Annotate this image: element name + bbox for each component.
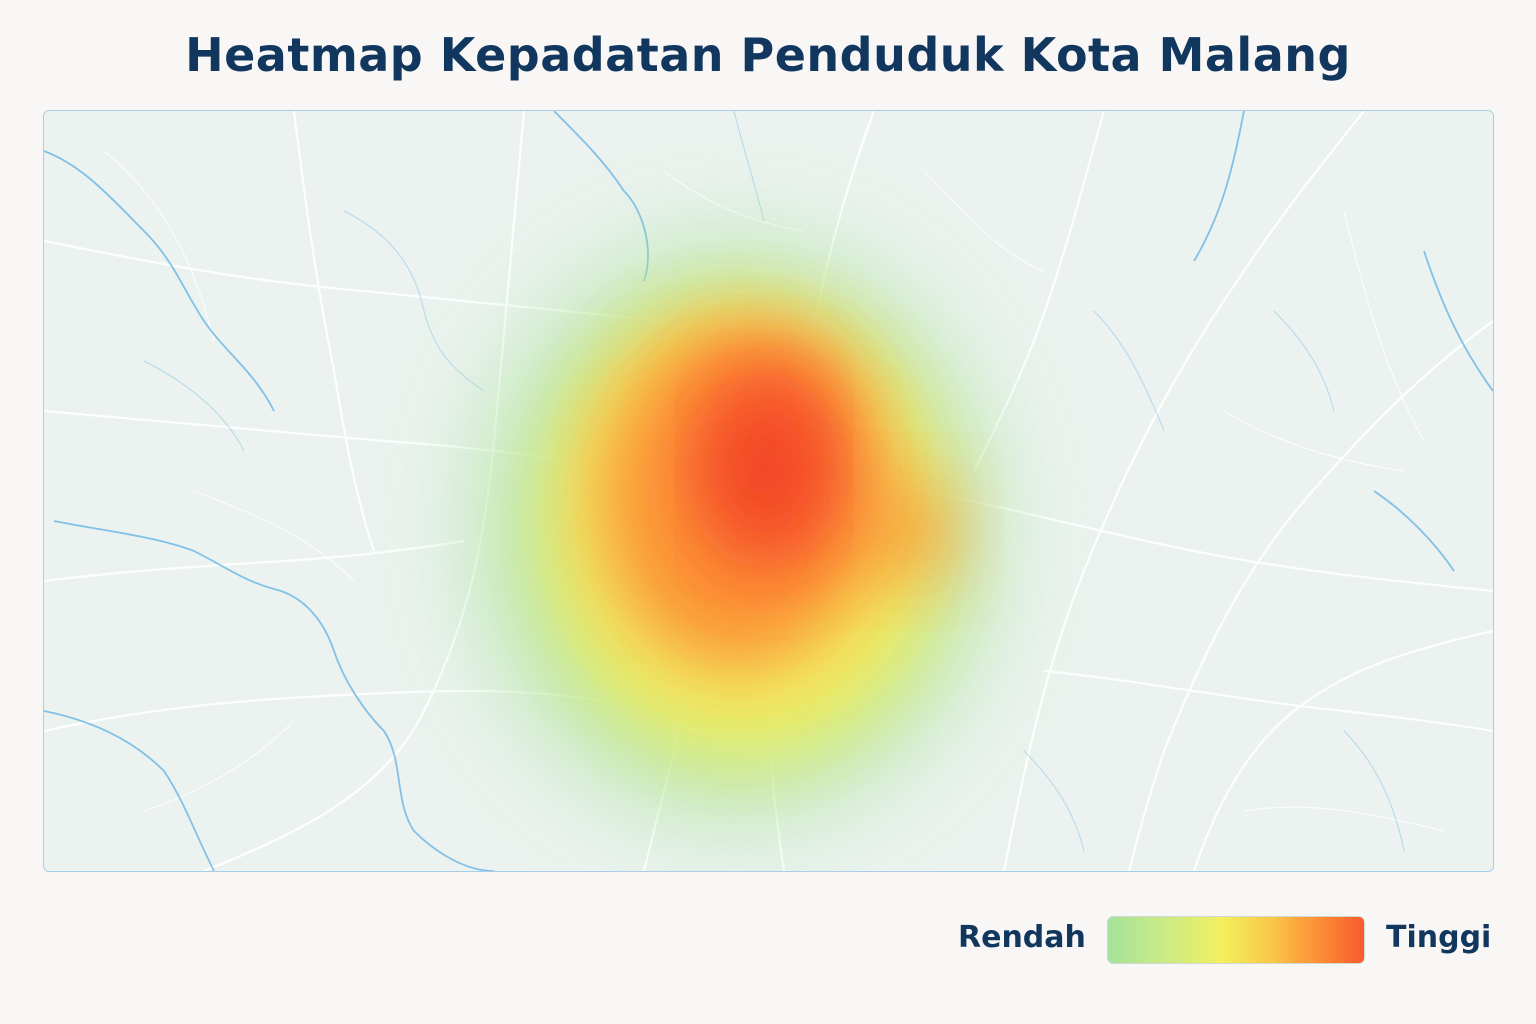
legend-high-label: Tinggi xyxy=(1386,920,1492,955)
legend: Rendah Tinggi xyxy=(958,915,1498,965)
minor-road-layer xyxy=(103,150,1445,832)
river-layer xyxy=(44,111,1493,871)
page-title: Heatmap Kepadatan Penduduk Kota Malang xyxy=(185,28,1351,82)
road-layer xyxy=(44,111,1493,871)
legend-color-scale xyxy=(1107,916,1365,964)
heatmap-layer xyxy=(484,251,984,811)
legend-low-label: Rendah xyxy=(958,920,1086,955)
heatmap-map[interactable] xyxy=(43,110,1494,872)
map-canvas xyxy=(44,111,1493,871)
minor-river-layer xyxy=(143,111,1405,852)
